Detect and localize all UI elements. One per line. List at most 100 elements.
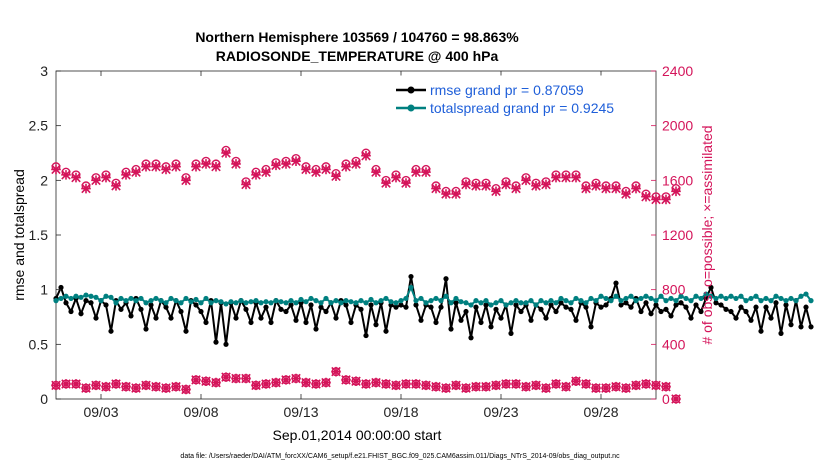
totalspread-point [693,293,699,299]
rmse-point [678,300,684,306]
totalspread-point [753,293,759,299]
obs-assimilated-point [451,189,461,199]
totalspread-point [373,300,379,306]
totalspread-point [393,300,399,306]
rmse-point [263,304,269,310]
obs-assimilated-point [131,167,141,177]
rmse-point [203,319,209,326]
totalspread-point [778,295,784,302]
obs-assimilated-point [301,164,311,175]
obs-assimilated-point [141,161,151,172]
rmse-point [473,304,479,310]
rmse-point [483,302,489,308]
rmse-point [118,306,124,312]
obs-assimilated-point [481,181,491,191]
obs-assimilated-point [481,381,491,392]
totalspread-point [238,298,244,304]
totalspread-point [573,295,579,302]
rmse-point [698,308,704,315]
totalspread-point [623,295,629,302]
obs-assimilated-point [601,183,611,194]
totalspread-point [288,298,294,304]
totalspread-point [483,298,489,304]
totalspread-point [213,298,219,304]
totalspread-point [513,298,519,304]
totalspread-point [478,300,484,306]
totalspread-point [143,300,149,306]
totalspread-point [663,298,669,304]
rmse-point [333,315,339,321]
totalspread-point [468,302,474,308]
obs-assimilated-point [161,164,171,175]
rmse-point [548,302,554,308]
rmse-point [293,317,299,323]
rmse-point [198,308,204,315]
totalspread-point [728,293,734,299]
totalspread-point [328,300,334,306]
chart-subtitle: RADIOSONDE_TEMPERATURE @ 400 hPa [216,48,499,64]
totalspread-point [758,298,764,304]
rmse-point [403,304,409,310]
totalspread-point [658,293,664,299]
totalspread-point [108,294,114,300]
y-right-tick-label: 1200 [662,227,693,243]
rmse-point [163,304,169,310]
obs-assimilated-point [661,194,671,205]
totalspread-point [653,298,659,304]
rmse-point [258,315,264,321]
chart-title: Northern Hemisphere 103569 / 104760 = 98… [195,29,519,45]
obs-assimilated-point [171,381,181,392]
obs-assimilated-point [541,383,551,393]
obs-assimilated-point [601,383,611,393]
obs-assimilated-point [461,179,471,190]
totalspread-point [553,300,559,306]
totalspread-point [273,298,279,304]
obs-assimilated-point [101,381,111,392]
rmse-point [668,313,674,319]
totalspread-point [263,299,269,305]
rmse-point [618,302,624,308]
rmse-point [778,330,784,336]
legend: rmse grand pr = 0.87059 totalspread gran… [387,75,653,119]
totalspread-point [713,295,719,302]
rmse-point [103,302,109,308]
totalspread-point [338,300,344,306]
rmse-point [448,326,454,332]
rmse-point [568,306,574,312]
totalspread-point [608,298,614,304]
totalspread-point [188,299,194,305]
totalspread-point [258,300,264,306]
totalspread-point [203,295,209,302]
totalspread-point [233,300,239,306]
totalspread-point [398,298,404,304]
rmse-point [773,300,779,306]
rmse-point [598,304,604,310]
totalspread-point [333,298,339,304]
rmse-point [733,315,739,321]
obs-assimilated-point [671,186,681,197]
legend-box [387,75,653,119]
totalspread-point [298,296,304,303]
rmse-point [393,304,399,310]
totalspread-point [78,294,84,300]
totalspread-point [248,299,254,305]
obs-assimilated-point [121,170,131,180]
x-axis-label: Sep.01,2014 00:00:00 start [273,427,442,443]
obs-assimilated-point [511,379,521,389]
plot-area-frame [55,70,657,400]
totalspread-point [438,298,444,304]
y-right-tick-label: 2400 [662,63,693,79]
totalspread-point [228,299,234,305]
totalspread-point [638,295,644,302]
obs-assimilated-point [441,189,451,199]
rmse-point [573,317,579,323]
y-tick-label: 2.5 [29,118,49,134]
y-tick-label: 1.5 [29,227,49,243]
rmse-point [283,308,289,315]
rmse-point [63,300,69,306]
obs-assimilated-point [171,161,181,172]
totalspread-point [98,298,104,304]
y-tick-label: 3 [40,63,48,79]
totalspread-point [148,298,154,304]
rmse-point [308,302,314,308]
